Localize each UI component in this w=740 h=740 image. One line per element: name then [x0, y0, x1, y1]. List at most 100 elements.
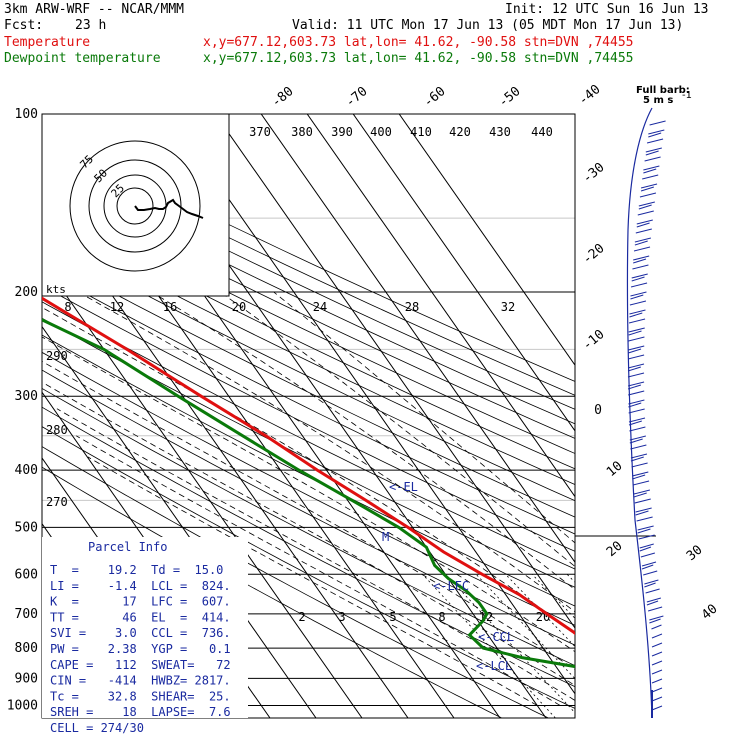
theta-label-290: 290 — [46, 349, 68, 363]
dewpoint-legend-label: Dewpoint temperature — [4, 51, 161, 66]
pressure-label-700: 700 — [15, 607, 38, 622]
mixing-ratio-5 — [475, 573, 575, 680]
isentrope-label-400: 400 — [370, 125, 392, 139]
isotherm-label--20: -20 — [580, 241, 608, 268]
moist-adiabat--5 — [76, 435, 561, 706]
barb-tick — [636, 219, 653, 225]
isotherm-label-10: 10 — [604, 459, 626, 481]
barb-tick — [628, 408, 645, 414]
parcel-row: SVI = 3.0 CCL = 736. — [50, 626, 231, 640]
dry-adiabat-290 — [42, 387, 575, 667]
dry-adiabat-270 — [42, 426, 575, 709]
barb-legend-title: Full barb: — [636, 85, 690, 96]
parcel-row: CAPE = 112 SWEAT= 72 — [50, 658, 231, 672]
el-marker: <-EL — [389, 480, 418, 494]
lcl-marker: <-LCL — [476, 659, 512, 673]
barb-tick — [630, 282, 648, 288]
barb-tick — [631, 462, 648, 468]
mixing-lower-label-8: 8 — [438, 610, 445, 624]
barb-tick — [635, 228, 652, 234]
dry-adiabat-440 — [42, 156, 575, 410]
barb-tick — [646, 597, 661, 603]
isotherm--50 — [42, 259, 363, 718]
barb-tick — [643, 168, 657, 174]
hodograph-trace — [134, 198, 204, 219]
barb-tick — [628, 348, 642, 354]
barb-tick — [629, 300, 647, 306]
barb-tick — [630, 453, 648, 459]
barb-tick — [643, 165, 660, 171]
mixing-ratio-8 — [505, 573, 575, 648]
isentrope-label-420: 420 — [449, 125, 471, 139]
barb-tick — [643, 570, 658, 576]
barb-tick — [636, 222, 650, 228]
barb-tick — [628, 402, 642, 408]
barb-tick — [651, 669, 663, 675]
barb-tick — [633, 255, 650, 261]
mixing-upper-label-24: 24 — [313, 300, 327, 314]
barb-tick — [629, 438, 643, 444]
barb-staff — [626, 107, 653, 719]
plot-frame — [41, 113, 576, 719]
barb-tick — [633, 246, 651, 252]
theta-label-280: 280 — [46, 423, 68, 437]
barb-tick — [649, 120, 666, 126]
barb-tick — [632, 480, 650, 486]
pressure-label-400: 400 — [15, 463, 38, 478]
dewpoint-location: x,y=677.12,603.73 lat,lon= 41.62, -90.58… — [203, 51, 633, 66]
barb-tick — [649, 615, 664, 621]
isentrope-labels: 370 380 390 400 410 420 430 440 290 280 270 — [46, 125, 553, 509]
barb-tick — [627, 363, 645, 369]
barb-tick — [628, 336, 645, 342]
barb-tick — [629, 435, 646, 441]
parcel-row: CIN = -414 HWBZ= 2817. — [50, 674, 231, 688]
isotherm-label--10: -10 — [580, 327, 608, 354]
mixing-ratio-2 — [422, 573, 556, 718]
dry-adiabat-310 — [42, 351, 575, 626]
barb-tick — [635, 510, 649, 516]
isotherm-0 — [168, 114, 575, 695]
dry-adiabat-370 — [42, 254, 575, 518]
barb-tick — [646, 138, 664, 144]
isotherm-label--70: -70 — [343, 84, 371, 111]
isotherm-label--50: -50 — [496, 84, 524, 111]
dry-adiabat-260 — [42, 446, 549, 718]
hodograph-inset: 75 50 25 kts — [41, 113, 230, 297]
dewpoint-profile — [42, 318, 575, 669]
barb-tick — [634, 237, 652, 243]
parcel-row: TT = 46 EL = 414. — [50, 610, 231, 624]
barb-tick — [644, 579, 659, 585]
moist-adiabat-0 — [56, 408, 575, 701]
barb-tick — [629, 309, 646, 315]
pressure-axis-labels: 100 200 300 400 500 600 700 800 900 1000 — [7, 107, 38, 713]
barb-tick — [648, 132, 662, 138]
isotherm-label--40: -40 — [576, 82, 604, 109]
barb-tick — [631, 273, 648, 279]
barb-tick — [627, 372, 645, 378]
barb-tick — [636, 516, 653, 522]
mixing-upper-label-20: 20 — [232, 300, 246, 314]
dry-adiabat-380 — [42, 239, 575, 502]
isotherm-label-20: 20 — [604, 539, 626, 561]
barb-tick — [638, 534, 655, 540]
dry-adiabat-390 — [42, 224, 575, 485]
barb-tick — [627, 384, 642, 390]
model-title: 3km ARW-WRF -- NCAR/MMM — [4, 2, 184, 17]
dry-adiabat-320 — [42, 334, 575, 607]
dry-adiabat-450 — [42, 143, 575, 396]
isotherm-20 — [260, 114, 575, 564]
pressure-label-200: 200 — [15, 285, 38, 300]
isotherm-label-30: 30 — [684, 543, 706, 565]
isentrope-label-370: 370 — [249, 125, 271, 139]
parcel-row: PW = 2.38 YGP = 0.1 — [50, 642, 231, 656]
pressure-label-500: 500 — [15, 520, 38, 535]
mixing-upper-label-16: 16 — [163, 300, 177, 314]
barb-tick — [632, 474, 646, 480]
barb-tick — [651, 642, 663, 648]
barb-tick — [640, 186, 654, 192]
barb-tick — [639, 543, 654, 549]
barb-tick — [651, 696, 663, 702]
parcel-row: CELL = 274/30 — [50, 721, 144, 735]
pressure-label-300: 300 — [15, 389, 38, 404]
isentrope-label-380: 380 — [291, 125, 313, 139]
